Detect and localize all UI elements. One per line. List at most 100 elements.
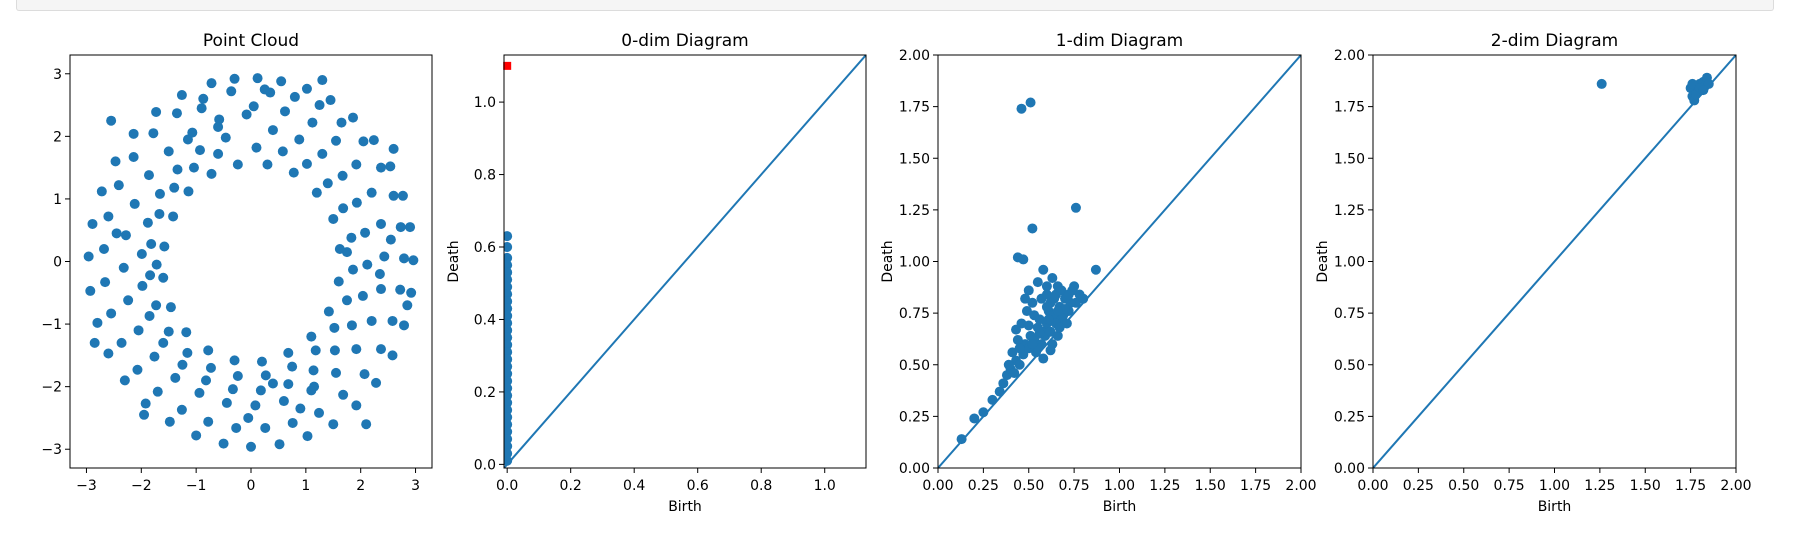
chart-3-point-66: [1020, 293, 1031, 304]
chart-4-xtick-label-7: 1.75: [1675, 478, 1706, 494]
chart-3-diagonal-line: [938, 55, 1301, 468]
chart-4-ytick-label-4: 1.00: [1334, 255, 1365, 271]
chart-2-title: 0-dim Diagram: [621, 31, 748, 51]
chart-1-point-69: [248, 101, 259, 112]
chart-1-point-137: [182, 347, 193, 358]
chart-2-ytick-label-1: 0.2: [474, 385, 496, 401]
chart-3-point-77: [1041, 289, 1052, 300]
chart-1-point-167: [388, 143, 399, 154]
chart-3-point-48: [1027, 297, 1038, 308]
chart-3-point-1: [1025, 97, 1036, 108]
chart-3-point-10: [987, 394, 998, 405]
chart-1-point-24: [103, 348, 114, 359]
chart-1-point-33: [176, 90, 187, 101]
chart-1-point-153: [306, 331, 317, 342]
chart-1-point-74: [366, 187, 377, 198]
chart-1-point-63: [113, 180, 124, 191]
chart-3-point-45: [1012, 334, 1023, 345]
chart-1-point-40: [358, 136, 369, 147]
chart-3-point-74: [1014, 343, 1025, 354]
chart-3-point-15: [1009, 368, 1020, 379]
chart-1-xtick-label-4: 1: [301, 478, 310, 494]
chart-1-point-109: [283, 379, 294, 390]
chart-1-point-89: [123, 295, 134, 306]
chart-1-point-181: [309, 381, 320, 392]
chart-1-point-114: [158, 337, 169, 348]
chart-4-xtick-label-1: 0.25: [1403, 478, 1434, 494]
chart-2-point-1: [504, 242, 513, 253]
chart-3-point-43: [1047, 273, 1058, 284]
chart-1-point-144: [188, 162, 199, 173]
chart-2-diagonal-line: [504, 55, 866, 468]
chart-1-point-116: [137, 280, 148, 291]
chart-2-ylabel: Death: [446, 240, 462, 282]
chart-1-point-76: [379, 251, 390, 262]
chart-3-point-11: [994, 386, 1005, 397]
chart-2-xtick-label-0: 0.0: [496, 478, 518, 494]
chart-1-point-143: [169, 182, 180, 193]
chart-2-ytick-label-3: 0.6: [474, 240, 496, 256]
chart-1-point-100: [317, 148, 328, 159]
chart-1-point-107: [329, 345, 340, 356]
chart-1-point-170: [106, 115, 117, 126]
chart-3-ytick-label-7: 1.75: [899, 100, 930, 116]
chart-1-point-38: [314, 100, 325, 111]
chart-4-ytick-label-3: 0.75: [1334, 306, 1365, 322]
chart-1-point-132: [310, 345, 321, 356]
chart-3-point-12: [998, 378, 1009, 389]
chart-3-ytick-label-2: 0.50: [899, 358, 930, 374]
chart-3-xtick-label-1: 0.25: [968, 478, 999, 494]
chart-1-point-151: [333, 276, 344, 287]
chart-1-point-139: [151, 300, 162, 311]
chart-1-ytick-label-0: −3: [41, 442, 62, 458]
chart-1-point-83: [250, 400, 261, 411]
chart-1-point-172: [139, 409, 150, 420]
chart-1-point-182: [182, 134, 193, 145]
chart-1-point-133: [287, 361, 298, 372]
chart-3-point-41: [1038, 264, 1049, 275]
chart-3-xtick-label-3: 0.75: [1059, 478, 1090, 494]
chart-panel-4: 0.00 0.25 0.50 0.75 1.00 1.25 1.50 1.75 2.00 0.00…: [1315, 31, 1752, 515]
chart-1-point-45: [395, 284, 406, 295]
chart-1-point-102: [351, 197, 362, 208]
chart-1-point-91: [120, 230, 131, 241]
chart-1-point-130: [341, 295, 352, 306]
chart-1-point-101: [337, 170, 348, 181]
chart-1-point-169: [361, 419, 372, 430]
chart-4-ytick-label-7: 1.75: [1334, 100, 1365, 116]
chart-3-point-69: [1043, 314, 1054, 325]
chart-panel-2: 0.0 0.2 0.4 0.6 0.8 1.0 0.0 0.2 0.4 0.6 0.8 1.0 0-di…: [446, 31, 867, 515]
chart-1-point-103: [360, 227, 371, 238]
chart-2-xlabel: Birth: [668, 499, 702, 515]
chart-1-point-10: [406, 287, 417, 298]
chart-1-point-71: [307, 117, 318, 128]
chart-3-point-70: [1049, 293, 1060, 304]
chart-3-point-57: [1011, 324, 1022, 335]
chart-1-point-31: [128, 128, 139, 139]
chart-1-point-140: [145, 270, 156, 281]
chart-1-point-68: [226, 86, 237, 97]
chart-4-xtick-label-8: 2.00: [1720, 478, 1751, 494]
chart-3-point-81: [1052, 306, 1063, 317]
chart-1-point-126: [322, 178, 333, 189]
chart-1-point-2: [301, 83, 312, 94]
chart-3-point-42: [1041, 281, 1052, 292]
chart-1-point-88: [133, 325, 144, 336]
chart-3-point-6: [1018, 254, 1029, 265]
chart-3-point-65: [1069, 281, 1080, 292]
chart-3-ylabel: Death: [880, 240, 896, 282]
chart-1-point-108: [308, 365, 319, 376]
chart-4-xtick-label-3: 0.75: [1494, 478, 1525, 494]
chart-3-point-2: [1027, 223, 1038, 234]
chart-1-point-65: [148, 128, 159, 139]
chart-2-xtick-label-3: 0.6: [687, 478, 709, 494]
chart-1-point-111: [227, 384, 238, 395]
chart-1-point-162: [168, 211, 179, 222]
chart-1-point-115: [144, 310, 155, 321]
chart-1-point-146: [262, 159, 273, 170]
chart-3-ytick-label-5: 1.25: [899, 203, 930, 219]
chart-1-point-176: [151, 259, 162, 270]
chart-1-point-124: [277, 146, 288, 157]
chart-1-point-25: [92, 317, 103, 328]
chart-1-point-19: [218, 438, 229, 449]
